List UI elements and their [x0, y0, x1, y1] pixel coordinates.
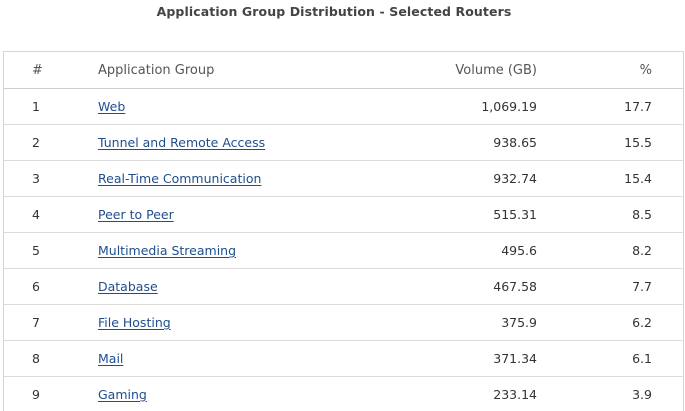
percent-value: 8.5	[632, 207, 652, 222]
percent-value: 6.1	[632, 351, 652, 366]
percent-value: 6.2	[632, 315, 652, 330]
row-number: 1	[32, 99, 40, 114]
table-row: 1 Web 1,069.19 17.7	[4, 89, 683, 125]
application-group-link[interactable]: File Hosting	[98, 315, 171, 330]
table-row: 2 Tunnel and Remote Access 938.65 15.5	[4, 125, 683, 161]
percent-value: 15.5	[624, 135, 652, 150]
row-number: 5	[32, 243, 40, 258]
table-row: 7 File Hosting 375.9 6.2	[4, 305, 683, 341]
application-group-link[interactable]: Database	[98, 279, 158, 294]
table-row: 8 Mail 371.34 6.1	[4, 341, 683, 377]
table-row: 6 Database 467.58 7.7	[4, 269, 683, 305]
table-row: 9 Gaming 233.14 3.9	[4, 377, 683, 411]
row-number: 6	[32, 279, 40, 294]
application-group-link[interactable]: Web	[98, 99, 126, 114]
percent-value: 15.4	[624, 171, 652, 186]
row-number: 3	[32, 171, 40, 186]
volume-value: 932.74	[493, 171, 537, 186]
volume-value: 495.6	[501, 243, 537, 258]
row-number: 7	[32, 315, 40, 330]
application-group-link[interactable]: Gaming	[98, 387, 147, 402]
row-number: 4	[32, 207, 40, 222]
table-row: 3 Real-Time Communication 932.74 15.4	[4, 161, 683, 197]
row-number: 8	[32, 351, 40, 366]
column-header-percent[interactable]: %	[639, 63, 652, 78]
volume-value: 371.34	[493, 351, 537, 366]
table-row: 5 Multimedia Streaming 495.6 8.2	[4, 233, 683, 269]
volume-value: 375.9	[501, 315, 537, 330]
row-number: 9	[32, 387, 40, 402]
row-number: 2	[32, 135, 40, 150]
application-group-link[interactable]: Peer to Peer	[98, 207, 174, 222]
application-group-link[interactable]: Multimedia Streaming	[98, 243, 237, 258]
volume-value: 467.58	[493, 279, 537, 294]
application-group-link[interactable]: Tunnel and Remote Access	[98, 135, 266, 150]
page-title: Application Group Distribution - Selecte…	[156, 4, 512, 19]
column-header-number[interactable]: #	[32, 63, 43, 78]
percent-value: 3.9	[632, 387, 652, 402]
column-header-application-group[interactable]: Application Group	[98, 63, 215, 78]
percent-value: 17.7	[624, 99, 652, 114]
percent-value: 7.7	[632, 279, 652, 294]
application-group-link[interactable]: Real-Time Communication	[98, 171, 262, 186]
application-group-link[interactable]: Mail	[98, 351, 124, 366]
table-header-row: # Application Group Volume (GB) %	[4, 52, 683, 89]
table-row: 4 Peer to Peer 515.31 8.5	[4, 197, 683, 233]
volume-value: 233.14	[493, 387, 537, 402]
application-group-table: # Application Group Volume (GB) % 1 Web …	[3, 51, 684, 411]
volume-value: 938.65	[493, 135, 537, 150]
volume-value: 1,069.19	[481, 99, 537, 114]
column-header-volume[interactable]: Volume (GB)	[455, 63, 537, 78]
volume-value: 515.31	[493, 207, 537, 222]
percent-value: 8.2	[632, 243, 652, 258]
